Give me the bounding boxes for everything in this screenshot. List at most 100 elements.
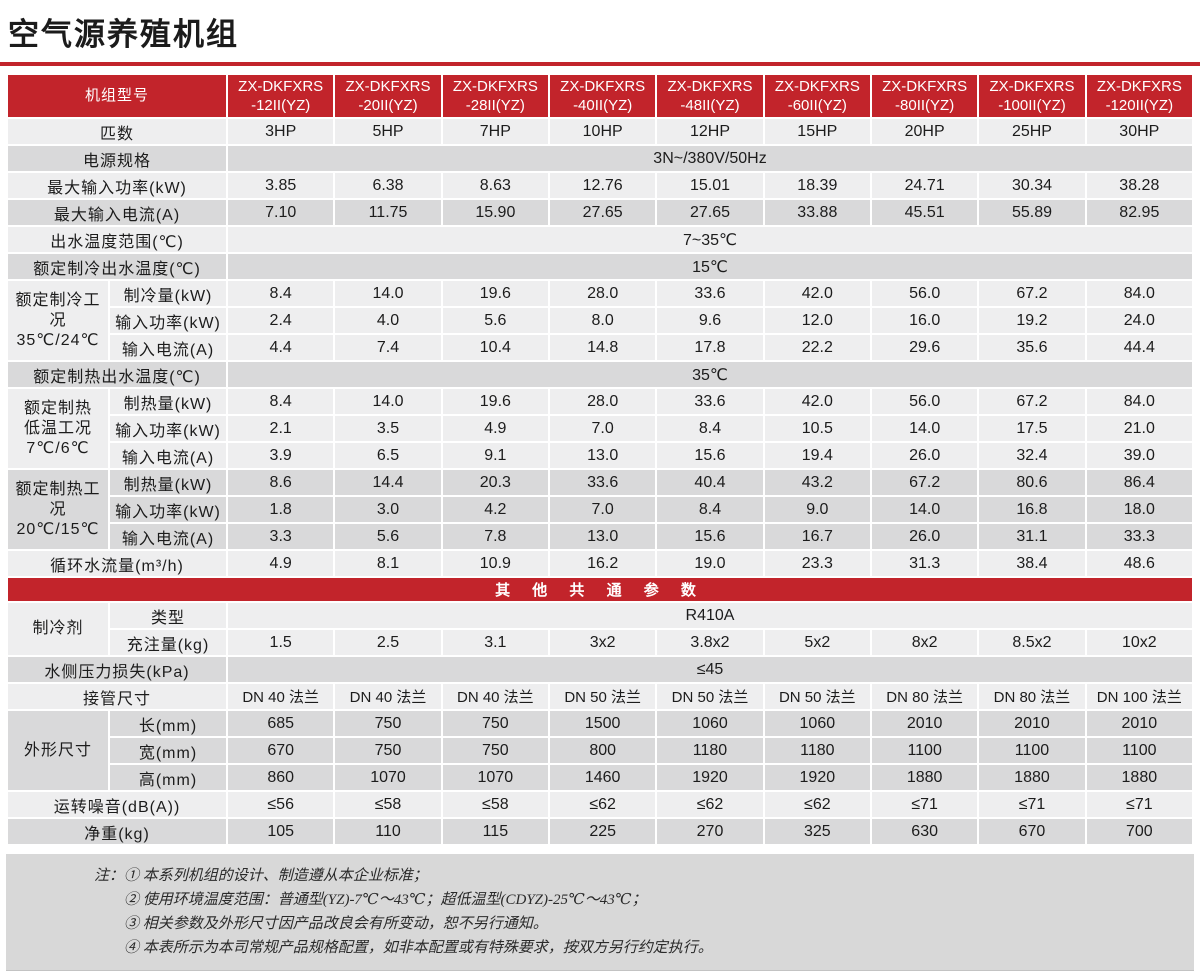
length-value: 1060 (657, 711, 763, 737)
heating-rated-input-current-value: 26.0 (871, 524, 978, 550)
row-label: 输入功率(kW) (110, 497, 227, 523)
weight-value: 700 (1086, 819, 1192, 845)
max-current-value: 15.90 (442, 200, 548, 226)
max-current-value: 27.65 (657, 200, 763, 226)
heating-low-input-power-value: 8.4 (657, 416, 763, 442)
max-current-value: 82.95 (1086, 200, 1192, 226)
model-name: ZX-DKFXRS -80II(YZ) (871, 75, 978, 118)
model-name: ZX-DKFXRS -100II(YZ) (979, 75, 1085, 118)
row-label: 输入功率(kW) (110, 416, 227, 442)
cooling-capacity-value: 19.6 (442, 281, 548, 307)
cooling-input-current-value: 17.8 (657, 335, 763, 361)
page-title: 空气源养殖机组 (8, 17, 239, 52)
heating-rated-capacity-row: 额定制热工况 20℃/15℃ 制热量(kW) 8.6 14.4 20.3 33.… (8, 470, 1192, 550)
weight-value: 110 (335, 819, 441, 845)
cooling-capacity-row: 额定制冷工况 35℃/24℃ 制冷量(kW) 8.4 14.0 19.6 28.… (8, 281, 1192, 361)
weight-value: 115 (442, 819, 548, 845)
length-value: 750 (442, 711, 548, 737)
row-label: 循环水流量(m³/h) (8, 551, 227, 577)
cooling-capacity-value: 14.0 (335, 281, 441, 307)
model-name: ZX-DKFXRS -20II(YZ) (335, 75, 441, 118)
pressure-loss-value: ≤45 (228, 657, 1192, 683)
water-flow-value: 8.1 (335, 551, 441, 577)
row-label: 制热量(kW) (110, 470, 227, 496)
pipe-size-value: DN 100 法兰 (1086, 684, 1192, 710)
heating-low-input-current-value: 15.6 (657, 443, 763, 469)
refrigerant-charge-row: 充注量(kg) 1.5 2.5 3.1 3x2 3.8x2 5x2 8x2 8.… (8, 630, 1192, 656)
heating-low-input-power-value: 3.5 (335, 416, 441, 442)
max-power-value: 8.63 (442, 173, 548, 199)
heating-rated-input-current-value: 3.3 (228, 524, 334, 550)
max-current-value: 27.65 (550, 200, 656, 226)
heating-rated-capacity-value: 20.3 (442, 470, 548, 496)
heating-rated-input-current-value: 13.0 (550, 524, 656, 550)
max-power-value: 6.38 (335, 173, 441, 199)
row-label: 输入电流(A) (110, 335, 227, 361)
cooling-capacity-value: 28.0 (550, 281, 656, 307)
notes-section: 注： ① 本系列机组的设计、制造遵从本企业标准； ② 使用环境温度范围：普通型(… (6, 854, 1194, 971)
heating-low-input-current-value: 19.4 (764, 443, 870, 469)
heating-rated-capacity-value: 40.4 (657, 470, 763, 496)
hp-value: 3HP (228, 119, 334, 145)
water-flow-value: 38.4 (979, 551, 1085, 577)
note-item: ① 本系列机组的设计、制造遵从本企业标准； (124, 868, 428, 885)
heating-rated-input-power-value: 18.0 (1086, 497, 1192, 523)
title-rule (0, 62, 1200, 67)
cooling-input-current-value: 10.4 (442, 335, 548, 361)
height-value: 1460 (550, 765, 656, 791)
heating-low-input-power-value: 10.5 (764, 416, 870, 442)
refrigerant-charge-value: 3.1 (442, 630, 548, 656)
width-value: 670 (228, 738, 334, 764)
heating-low-input-power-value: 7.0 (550, 416, 656, 442)
row-label: 运转噪音(dB(A)) (8, 792, 227, 818)
height-value: 1880 (871, 765, 978, 791)
heating-rated-input-power-value: 8.4 (657, 497, 763, 523)
max-current-value: 45.51 (871, 200, 978, 226)
refrigerant-charge-value: 3x2 (550, 630, 656, 656)
dimensions-group-label: 外形尺寸 (8, 711, 108, 791)
cooling-capacity-value: 42.0 (764, 281, 870, 307)
power-supply-value: 3N~/380V/50Hz (228, 146, 1192, 172)
heating-rated-input-current-value: 33.3 (1086, 524, 1192, 550)
water-flow-value: 23.3 (764, 551, 870, 577)
heating-low-input-current-value: 26.0 (871, 443, 978, 469)
row-label: 匹数 (8, 119, 227, 145)
row-label: 输入电流(A) (110, 443, 227, 469)
noise-row: 运转噪音(dB(A)) ≤56 ≤58 ≤58 ≤62 ≤62 ≤62 ≤71 … (8, 792, 1192, 818)
cooling-capacity-value: 67.2 (979, 281, 1085, 307)
max-power-value: 24.71 (871, 173, 978, 199)
heating-rated-input-power-value: 14.0 (871, 497, 978, 523)
refrigerant-charge-value: 8.5x2 (979, 630, 1085, 656)
note-item: ④ 本表所示为本司常规产品规格配置，如非本配置或有特殊要求，按双方另行约定执行。 (124, 940, 713, 957)
water-flow-value: 19.0 (657, 551, 763, 577)
max-power-row: 最大输入功率(kW) 3.85 6.38 8.63 12.76 15.01 18… (8, 173, 1192, 199)
heating-rated-input-current-value: 16.7 (764, 524, 870, 550)
cooling-input-current-value: 35.6 (979, 335, 1085, 361)
model-name: ZX-DKFXRS -120II(YZ) (1086, 75, 1192, 118)
weight-value: 225 (550, 819, 656, 845)
water-flow-value: 16.2 (550, 551, 656, 577)
width-value: 750 (335, 738, 441, 764)
noise-value: ≤62 (550, 792, 656, 818)
pipe-size-value: DN 40 法兰 (228, 684, 334, 710)
row-label: 宽(mm) (110, 738, 227, 764)
model-name: ZX-DKFXRS -40II(YZ) (550, 75, 656, 118)
heating-low-capacity-value: 19.6 (442, 389, 548, 415)
hp-row: 匹数 3HP 5HP 7HP 10HP 12HP 15HP 20HP 25HP … (8, 119, 1192, 145)
outlet-range-value: 7~35℃ (228, 227, 1192, 253)
heating-rated-capacity-value: 43.2 (764, 470, 870, 496)
max-current-row: 最大输入电流(A) 7.10 11.75 15.90 27.65 27.65 3… (8, 200, 1192, 226)
row-label: 额定制热出水温度(℃) (8, 362, 227, 388)
heating-low-input-current-value: 3.9 (228, 443, 334, 469)
pipe-size-value: DN 80 法兰 (979, 684, 1085, 710)
heating-rated-input-power-row: 输入功率(kW) 1.8 3.0 4.2 7.0 8.4 9.0 14.0 16… (8, 497, 1192, 523)
width-value: 750 (442, 738, 548, 764)
heating-rated-capacity-value: 67.2 (871, 470, 978, 496)
row-label: 水侧压力损失(kPa) (8, 657, 227, 683)
water-flow-row: 循环水流量(m³/h) 4.9 8.1 10.9 16.2 19.0 23.3 … (8, 551, 1192, 577)
heating-rated-group-label: 额定制热工况 20℃/15℃ (8, 470, 108, 550)
banner-row: 其 他 共 通 参 数 (8, 578, 1192, 602)
water-flow-value: 10.9 (442, 551, 548, 577)
note-item: ③ 相关参数及外形尺寸因产品改良会有所变动，恕不另行通知。 (124, 916, 548, 933)
noise-value: ≤58 (442, 792, 548, 818)
